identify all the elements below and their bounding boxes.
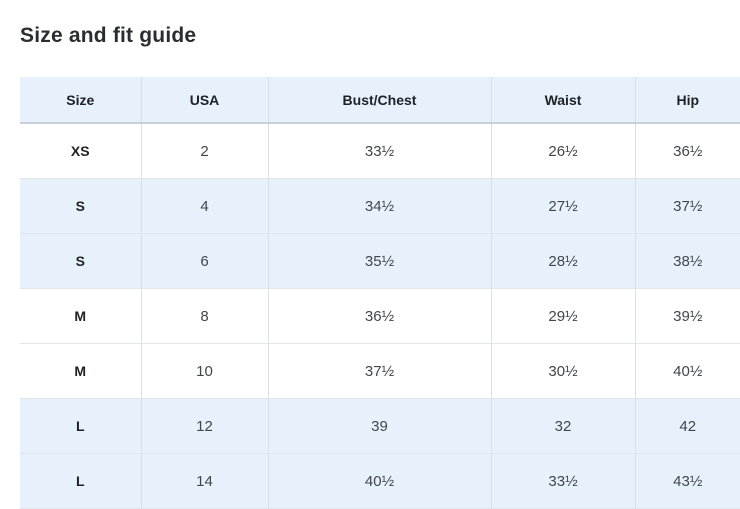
cell-hip: 39½: [635, 288, 740, 344]
cell-hip: 37½: [635, 178, 740, 234]
column-header-hip: Hip: [635, 77, 740, 124]
cell-hip: 43½: [635, 453, 740, 509]
cell-bust: 40½: [268, 453, 492, 509]
column-header-usa: USA: [141, 77, 269, 124]
cell-size: S: [20, 233, 142, 289]
cell-bust: 34½: [268, 178, 492, 234]
cell-usa: 4: [141, 178, 269, 234]
table-header-row: Size USA Bust/Chest Waist Hip: [20, 77, 740, 124]
cell-waist: 33½: [491, 453, 636, 509]
cell-size: S: [20, 178, 142, 234]
cell-hip: 42: [635, 398, 740, 454]
size-fit-table: Size USA Bust/Chest Waist Hip XS 2 33½ 2…: [20, 77, 740, 509]
cell-size: XS: [20, 123, 142, 179]
cell-usa: 6: [141, 233, 269, 289]
cell-hip: 38½: [635, 233, 740, 289]
page-title: Size and fit guide: [20, 24, 197, 47]
table-row: S 4 34½ 27½ 37½: [20, 178, 740, 234]
cell-bust: 37½: [268, 343, 492, 399]
cell-usa: 14: [141, 453, 269, 509]
cell-bust: 33½: [268, 123, 492, 179]
cell-waist: 26½: [491, 123, 636, 179]
cell-waist: 27½: [491, 178, 636, 234]
table-row: S 6 35½ 28½ 38½: [20, 233, 740, 289]
cell-size: M: [20, 288, 142, 344]
cell-waist: 29½: [491, 288, 636, 344]
cell-waist: 32: [491, 398, 636, 454]
column-header-size: Size: [20, 77, 142, 124]
cell-bust: 39: [268, 398, 492, 454]
cell-hip: 40½: [635, 343, 740, 399]
column-header-bust: Bust/Chest: [268, 77, 492, 124]
cell-usa: 8: [141, 288, 269, 344]
cell-usa: 2: [141, 123, 269, 179]
cell-size: L: [20, 453, 142, 509]
table-row: M 10 37½ 30½ 40½: [20, 343, 740, 399]
cell-waist: 30½: [491, 343, 636, 399]
table-row: L 14 40½ 33½ 43½: [20, 453, 740, 509]
table-row: L 12 39 32 42: [20, 398, 740, 454]
cell-size: L: [20, 398, 142, 454]
cell-waist: 28½: [491, 233, 636, 289]
cell-bust: 36½: [268, 288, 492, 344]
cell-hip: 36½: [635, 123, 740, 179]
table-row: XS 2 33½ 26½ 36½: [20, 123, 740, 179]
cell-size: M: [20, 343, 142, 399]
table-row: M 8 36½ 29½ 39½: [20, 288, 740, 344]
cell-usa: 10: [141, 343, 269, 399]
cell-usa: 12: [141, 398, 269, 454]
cell-bust: 35½: [268, 233, 492, 289]
column-header-waist: Waist: [491, 77, 636, 124]
